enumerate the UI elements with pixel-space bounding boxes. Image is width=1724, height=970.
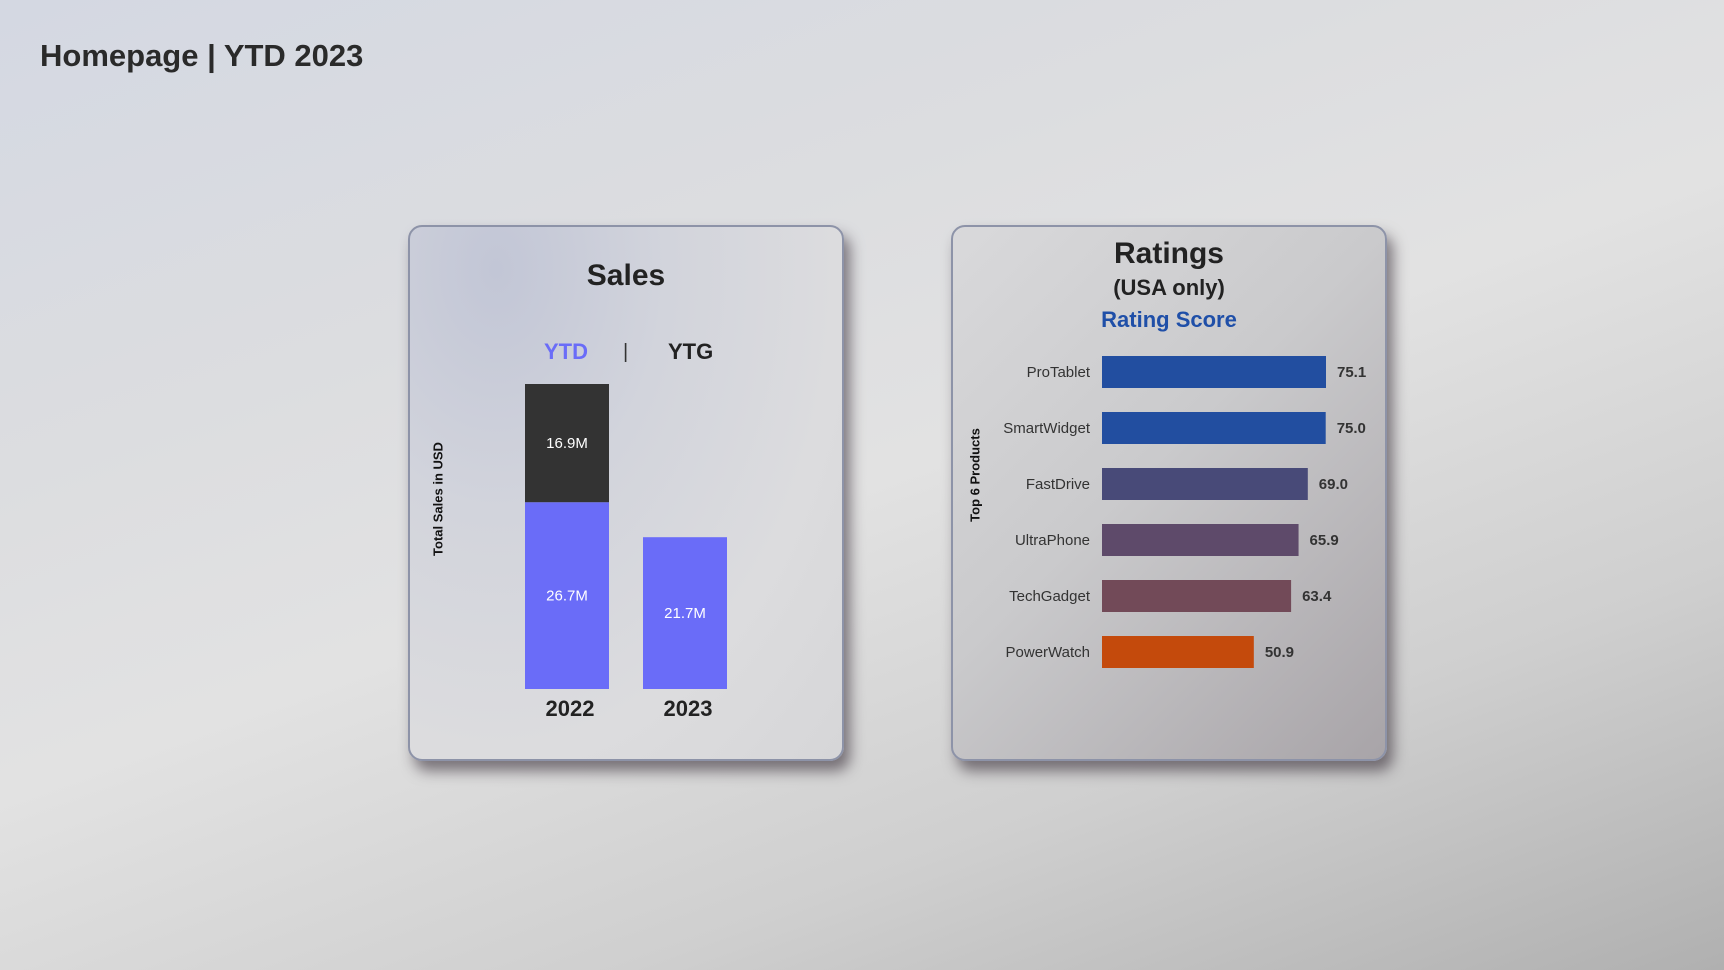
- toggle-separator: |: [623, 341, 629, 363]
- ratings-chart: ProTablet 75.1 SmartWidget 75.0 FastDrive 69.…: [1003, 356, 1366, 668]
- sales-bar-ytd-2022: [525, 502, 609, 689]
- ratings-bar-protablet: [1102, 356, 1326, 388]
- ratings-bar-ultraphone: [1102, 524, 1299, 556]
- ratings-category-label: ProTablet: [1027, 364, 1091, 381]
- ratings-card: Ratings (USA only) Rating Score Top 6 Pr…: [951, 225, 1387, 761]
- ratings-data-label: 50.9: [1265, 644, 1294, 661]
- sales-chart: 26.7M 16.9M 2022 21.7M 2023: [525, 384, 727, 721]
- ratings-category-label: SmartWidget: [1003, 420, 1091, 437]
- ratings-bar-smartwidget: [1102, 412, 1326, 444]
- ratings-category-label: FastDrive: [1026, 476, 1090, 493]
- sales-x-tick-2022: 2022: [546, 696, 595, 721]
- ratings-data-label: 63.4: [1302, 588, 1332, 605]
- ytd-toggle-button[interactable]: YTD: [544, 339, 588, 364]
- page-title: Homepage | YTD 2023: [40, 38, 364, 73]
- sales-data-label-ytg-2022: 16.9M: [546, 435, 588, 452]
- ratings-data-label: 75.0: [1337, 420, 1366, 437]
- sales-data-label-ytd-2022: 26.7M: [546, 588, 588, 605]
- ratings-metric-title: Rating Score: [1101, 307, 1237, 332]
- ratings-data-label: 65.9: [1310, 532, 1339, 549]
- ratings-title: Ratings: [1113, 237, 1224, 270]
- ratings-subtitle: (USA only): [1113, 275, 1225, 300]
- sales-data-label-ytd-2023: 21.7M: [664, 605, 706, 622]
- sales-x-tick-2023: 2023: [664, 696, 713, 721]
- sales-bar-ytd-2023: [643, 537, 727, 689]
- ratings-data-label: 69.0: [1319, 476, 1348, 493]
- ratings-data-label: 75.1: [1337, 364, 1366, 381]
- ratings-category-label: TechGadget: [1009, 588, 1091, 605]
- ratings-bar-fastdrive: [1102, 468, 1308, 500]
- ratings-category-label: UltraPhone: [1015, 532, 1090, 549]
- sales-bar-ytg-2022: [525, 384, 609, 503]
- ratings-bar-techgadget: [1102, 580, 1292, 612]
- ratings-category-label: PowerWatch: [1006, 644, 1090, 661]
- sales-card: Sales YTD | YTG Total Sales in USD 26.7M…: [408, 225, 844, 761]
- ytg-toggle-button[interactable]: YTG: [668, 339, 714, 364]
- sales-title: Sales: [586, 259, 666, 292]
- ratings-bar-powerwatch: [1102, 636, 1254, 668]
